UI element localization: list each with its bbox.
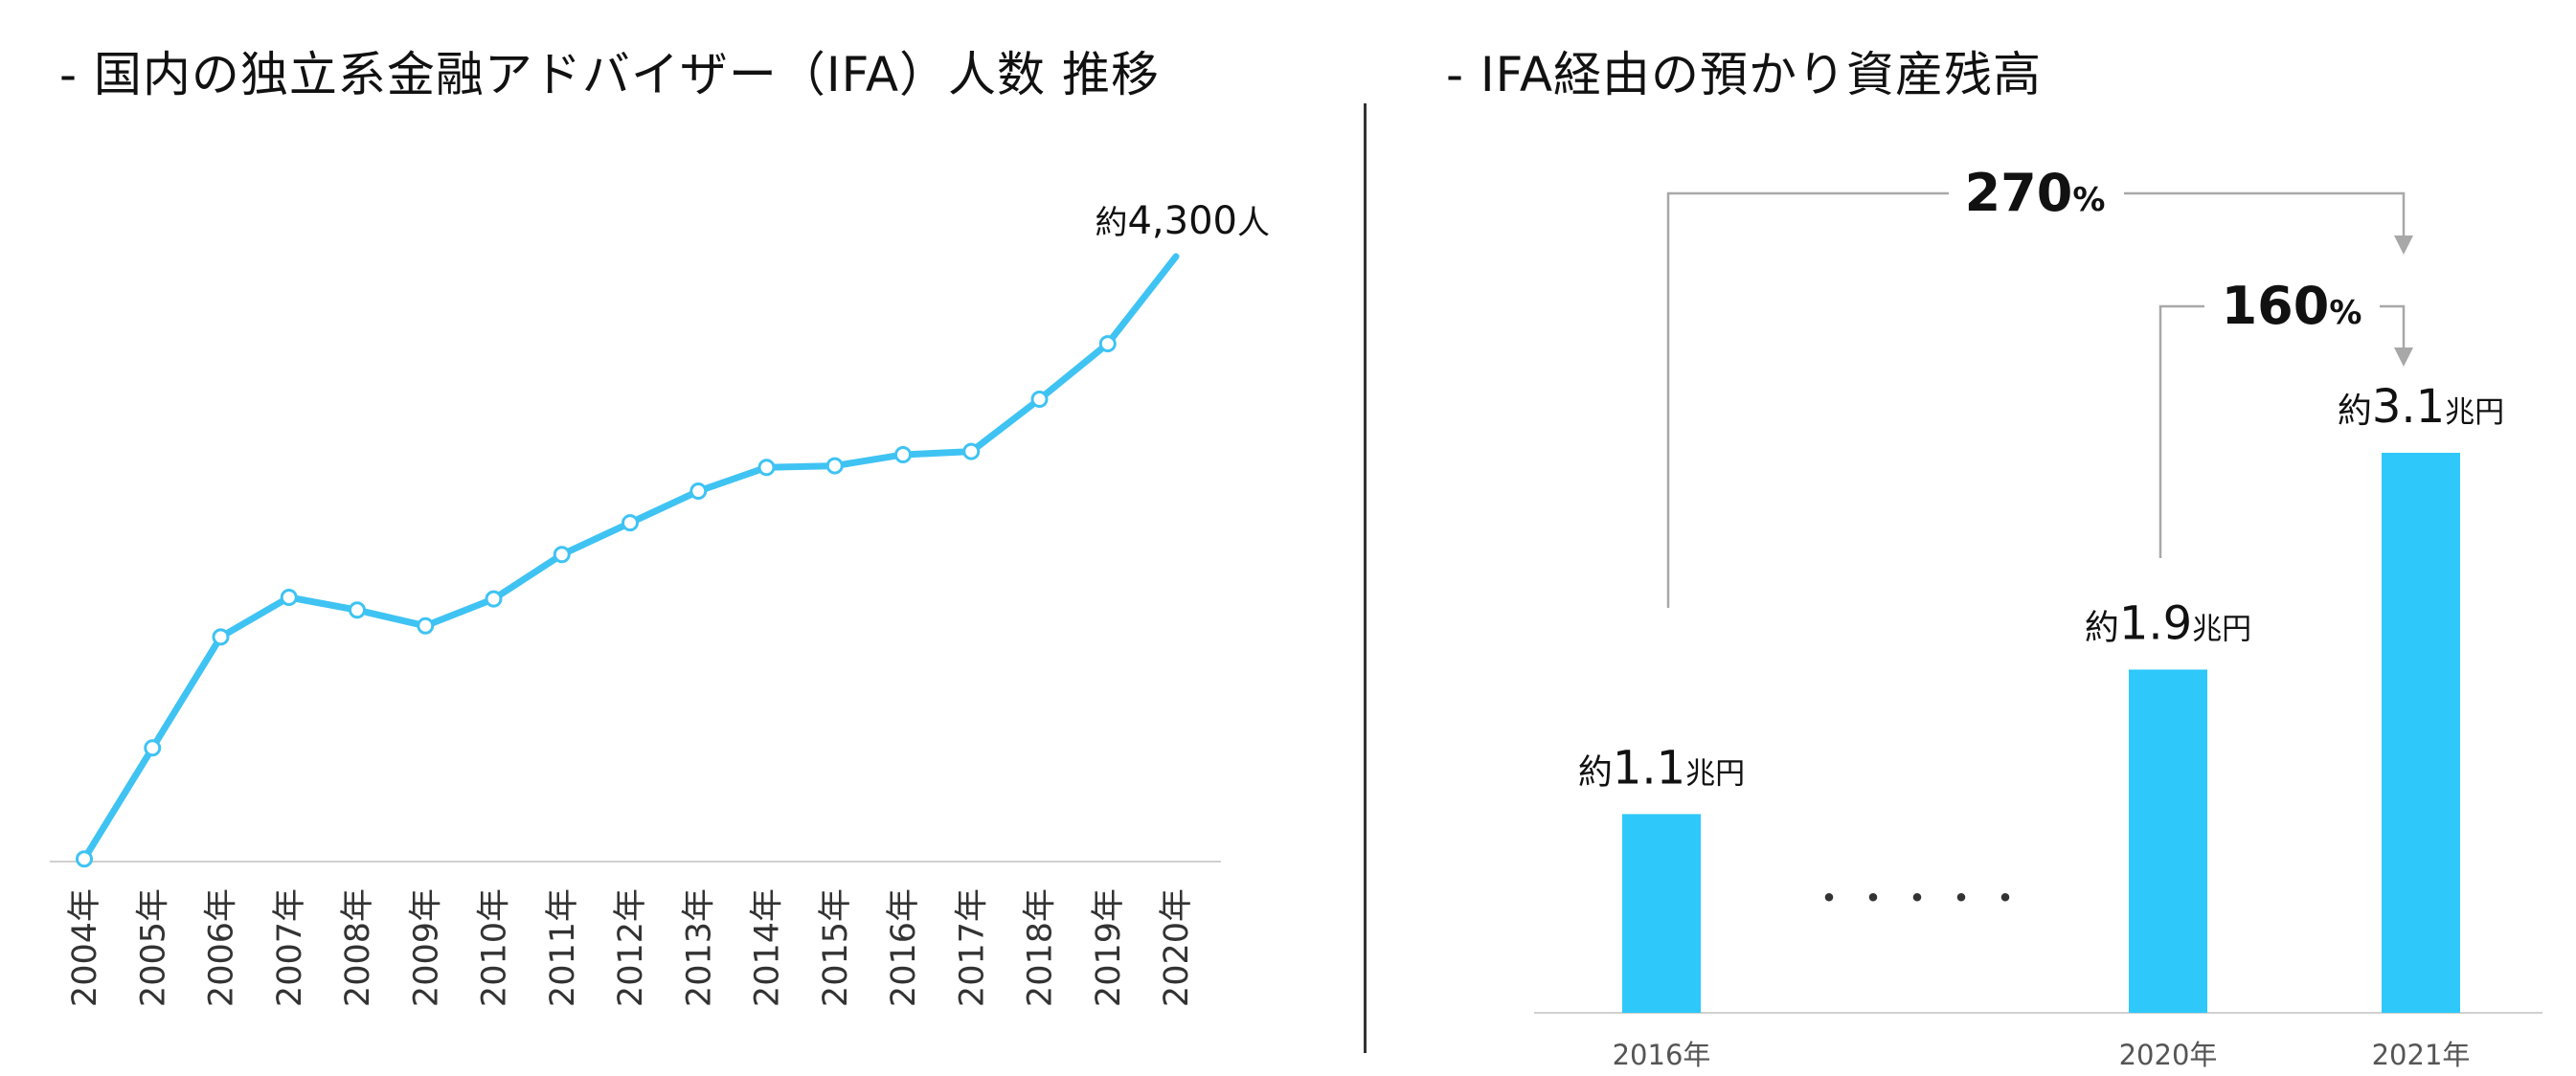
x-tick-label: 2018年 xyxy=(1022,888,1060,1007)
growth-connector-line xyxy=(1666,191,1949,608)
line-data-point xyxy=(144,739,162,757)
growth-value: 270 xyxy=(1965,163,2073,223)
x-tick-label: 2004年 xyxy=(66,888,104,1007)
x-tick-label: 2016年 xyxy=(885,888,923,1007)
x-tick-label: 2011年 xyxy=(544,888,582,1007)
line-data-point xyxy=(894,445,912,463)
data-label-prefix: 約 xyxy=(1578,752,1613,792)
bar-x-tick-label: 2016年 xyxy=(1613,1039,1711,1071)
growth-label: 160% xyxy=(2222,276,2362,336)
data-label-value: 3.1 xyxy=(2372,380,2445,434)
x-tick-label: 2013年 xyxy=(680,888,718,1007)
line-data-point xyxy=(212,628,230,646)
bar-chart-title: - IFA経由の預かり資産残高 xyxy=(1446,47,2043,102)
data-label-value: 1.1 xyxy=(1613,741,1685,795)
x-tick-label: 2008年 xyxy=(339,888,377,1007)
line-data-point xyxy=(757,459,776,477)
bar-data-label: 約3.1兆円 xyxy=(2338,380,2504,434)
line-data-point xyxy=(485,590,503,608)
line-data-point xyxy=(621,514,639,532)
line-data-point xyxy=(1098,335,1117,353)
bar-x-tick-label: 2020年 xyxy=(2119,1039,2218,1071)
x-tick-label: 2017年 xyxy=(953,888,991,1007)
x-tick-label: 2014年 xyxy=(749,888,787,1007)
line-data-point xyxy=(349,601,366,619)
growth-unit: % xyxy=(2072,181,2105,219)
line-data-point xyxy=(280,589,298,606)
line-chart-title: - 国内の独立系金融アドバイザー（IFA）人数 推移 xyxy=(59,47,1160,102)
x-tick-label: 2012年 xyxy=(612,888,650,1007)
line-end-data-label: 約4,300人 xyxy=(1095,199,1270,243)
x-tick-label: 2010年 xyxy=(476,888,514,1007)
line-data-point xyxy=(1030,391,1049,409)
data-label-unit: 兆円 xyxy=(2445,395,2504,430)
growth-connector-line xyxy=(2124,191,2406,237)
data-label-unit: 人 xyxy=(1237,204,1270,242)
line-data-point xyxy=(417,616,435,635)
growth-connector-line xyxy=(2380,304,2406,349)
x-tick-label: 2015年 xyxy=(817,888,855,1007)
x-tick-label: 2009年 xyxy=(407,888,445,1007)
line-data-point xyxy=(689,482,708,501)
panel-divider xyxy=(1364,103,1367,1053)
data-label-value: 4,300 xyxy=(1127,199,1237,243)
growth-arrow-head xyxy=(2394,235,2413,255)
growth-value: 160 xyxy=(2222,276,2330,336)
growth-label: 270% xyxy=(1965,163,2106,223)
asset-bar xyxy=(2129,669,2207,1013)
asset-bar xyxy=(2382,453,2460,1013)
x-tick-label: 2005年 xyxy=(134,888,172,1007)
x-tick-label: 2020年 xyxy=(1158,888,1196,1007)
line-data-point xyxy=(553,546,571,564)
asset-bar xyxy=(1622,814,1701,1013)
growth-unit: % xyxy=(2329,294,2361,332)
x-tick-label: 2007年 xyxy=(271,888,309,1007)
x-tick-label: 2006年 xyxy=(203,888,241,1007)
data-label-prefix: 約 xyxy=(2338,392,2372,431)
bar-data-label: 約1.1兆円 xyxy=(1578,741,1745,795)
ifa-count-series-line xyxy=(80,253,1180,863)
data-label-unit: 兆円 xyxy=(1685,756,1745,791)
data-label-value: 1.9 xyxy=(2119,596,2192,650)
line-data-point xyxy=(76,850,93,868)
ellipsis-gap: ・・・・・ xyxy=(1810,877,2030,921)
growth-arrow-head xyxy=(2394,347,2413,367)
data-label-prefix: 約 xyxy=(1095,204,1127,242)
bar-x-tick-label: 2021年 xyxy=(2372,1039,2471,1071)
data-label-prefix: 約 xyxy=(2085,608,2119,647)
data-label-unit: 兆円 xyxy=(2192,612,2251,646)
bar-data-label: 約1.9兆円 xyxy=(2085,596,2251,650)
line-data-point xyxy=(962,442,981,460)
growth-connector-line xyxy=(2158,304,2204,558)
x-tick-label: 2019年 xyxy=(1090,888,1128,1007)
line-data-point xyxy=(825,457,844,475)
